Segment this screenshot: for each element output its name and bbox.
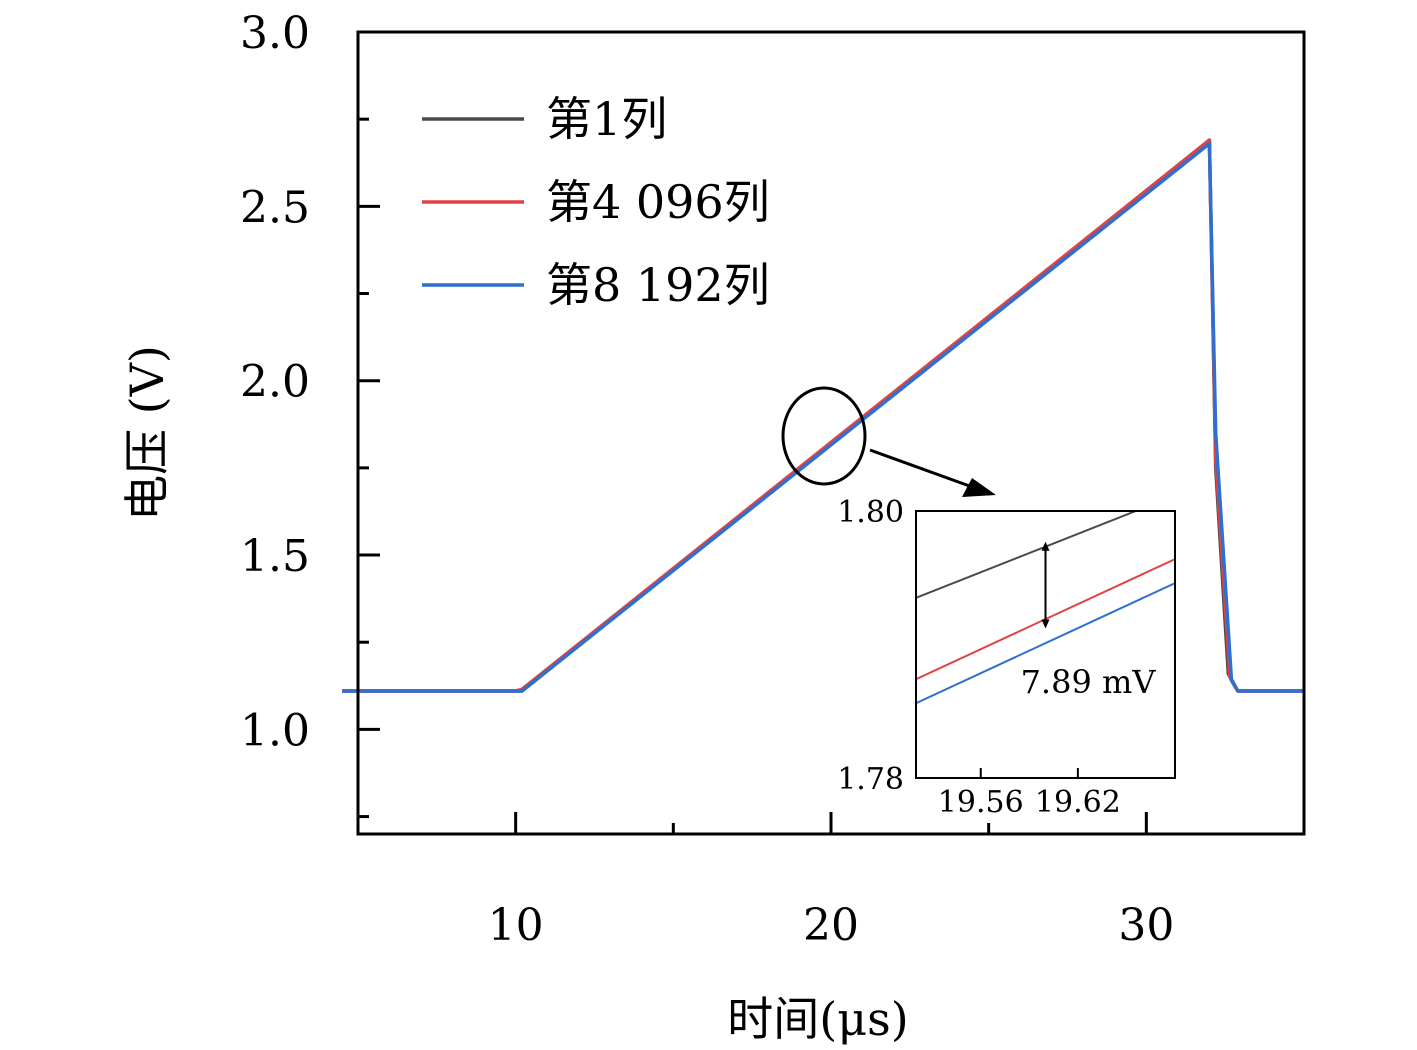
inset-difference-arrow xyxy=(1041,541,1050,629)
x-tick-label: 20 xyxy=(803,900,859,951)
y-tick-label: 2.5 xyxy=(240,182,310,233)
legend-label-2: 第4 096列 xyxy=(546,175,770,229)
legend-label-1: 第1列 xyxy=(546,92,667,146)
inset-y-tick-label: 1.80 xyxy=(837,495,904,530)
axis-ticks xyxy=(358,30,1148,834)
inset-series-line-1 xyxy=(916,511,1139,599)
y-tick-label: 3.0 xyxy=(240,8,310,59)
axis-tick-labels: 10 20 30 1.0 1.5 2.0 2.5 3.0 xyxy=(240,8,1174,951)
legend-label-3: 第8 192列 xyxy=(546,258,770,312)
y-tick-label: 1.0 xyxy=(240,705,310,756)
series-line-3 xyxy=(342,141,1304,693)
y-axis-title: 电压 (V) xyxy=(120,345,174,521)
x-tick-label: 10 xyxy=(488,900,544,951)
zoom-region-ellipse xyxy=(781,386,867,486)
x-tick-label: 30 xyxy=(1118,900,1174,951)
y-tick-label: 1.5 xyxy=(240,531,310,582)
inset-axis-ticks: 19.56 19.62 1.78 1.80 xyxy=(837,495,1121,820)
inset-x-tick-label: 19.62 xyxy=(1035,785,1121,820)
x-axis-title: 时间(μs) xyxy=(727,992,908,1046)
inset-annotation: 7.89 mV xyxy=(1021,663,1157,701)
arrowhead-bottom xyxy=(1041,619,1050,629)
arrowhead-top xyxy=(1041,541,1050,551)
inset-frame xyxy=(915,510,1176,779)
inset-y-tick-label: 1.78 xyxy=(837,762,904,797)
inset-series-line-3 xyxy=(916,582,1175,705)
inset-x-tick-label: 19.56 xyxy=(938,785,1024,820)
y-tick-label: 2.0 xyxy=(240,357,310,408)
main-series-group xyxy=(342,138,1304,693)
callout-arrowhead xyxy=(962,478,996,497)
callout-arrow-line xyxy=(869,448,976,490)
